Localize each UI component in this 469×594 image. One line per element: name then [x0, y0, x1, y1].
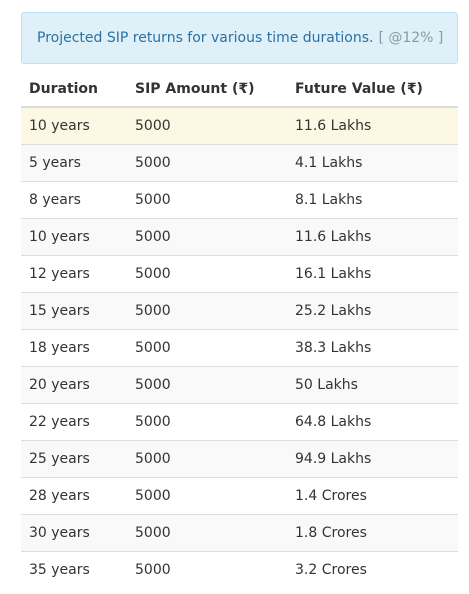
table-body: 10 years 5000 11.6 Lakhs 5 years 5000 4.1 Lak…: [21, 107, 458, 588]
header-duration: Duration: [21, 71, 127, 108]
cell-sip-amount: 5000: [127, 181, 287, 219]
cell-sip-amount: 5000: [127, 218, 287, 256]
cell-future-value: 25.2 Lakhs: [287, 292, 458, 330]
cell-duration: 30 years: [21, 514, 127, 552]
cell-future-value: 94.9 Lakhs: [287, 440, 458, 478]
cell-future-value: 11.6 Lakhs: [287, 218, 458, 256]
cell-sip-amount: 5000: [127, 329, 287, 367]
cell-duration: 22 years: [21, 403, 127, 441]
table-row: 20 years 5000 50 Lakhs: [21, 366, 458, 404]
table-row: 18 years 5000 38.3 Lakhs: [21, 329, 458, 367]
cell-duration: 12 years: [21, 255, 127, 293]
cell-duration: 20 years: [21, 366, 127, 404]
cell-future-value: 38.3 Lakhs: [287, 329, 458, 367]
cell-sip-amount: 5000: [127, 403, 287, 441]
cell-duration: 15 years: [21, 292, 127, 330]
cell-future-value: 3.2 Crores: [287, 551, 458, 588]
cell-sip-amount: 5000: [127, 514, 287, 552]
interest-rate-label: [ @12% ]: [378, 30, 444, 46]
table-header: Duration SIP Amount (₹) Future Value (₹): [21, 71, 458, 108]
table-row: 5 years 5000 4.1 Lakhs: [21, 144, 458, 182]
cell-future-value: 50 Lakhs: [287, 366, 458, 404]
cell-duration: 35 years: [21, 551, 127, 588]
cell-duration: 28 years: [21, 477, 127, 515]
cell-duration: 18 years: [21, 329, 127, 367]
cell-future-value: 1.8 Crores: [287, 514, 458, 552]
table-row: 12 years 5000 16.1 Lakhs: [21, 255, 458, 293]
cell-sip-amount: 5000: [127, 477, 287, 515]
table-row: 35 years 5000 3.2 Crores: [21, 551, 458, 588]
cell-sip-amount: 5000: [127, 440, 287, 478]
table-row: 28 years 5000 1.4 Crores: [21, 477, 458, 515]
notice-text: Projected SIP returns for various time d…: [37, 30, 374, 46]
cell-future-value: 16.1 Lakhs: [287, 255, 458, 293]
cell-sip-amount: 5000: [127, 255, 287, 293]
header-future-value: Future Value (₹): [287, 71, 458, 108]
cell-sip-amount: 5000: [127, 144, 287, 182]
sip-returns-panel: Projected SIP returns for various time d…: [21, 12, 458, 588]
table-row: 22 years 5000 64.8 Lakhs: [21, 403, 458, 441]
cell-sip-amount: 5000: [127, 551, 287, 588]
cell-duration: 10 years: [21, 218, 127, 256]
table-row: 15 years 5000 25.2 Lakhs: [21, 292, 458, 330]
cell-duration: 5 years: [21, 144, 127, 182]
header-row: Duration SIP Amount (₹) Future Value (₹): [21, 71, 458, 108]
cell-sip-amount: 5000: [127, 292, 287, 330]
table-row: 10 years 5000 11.6 Lakhs: [21, 107, 458, 145]
cell-duration: 10 years: [21, 107, 127, 145]
cell-future-value: 11.6 Lakhs: [287, 107, 458, 145]
cell-future-value: 64.8 Lakhs: [287, 403, 458, 441]
cell-sip-amount: 5000: [127, 366, 287, 404]
cell-duration: 8 years: [21, 181, 127, 219]
sip-info-notice: Projected SIP returns for various time d…: [21, 12, 458, 64]
cell-sip-amount: 5000: [127, 107, 287, 145]
table-row: 8 years 5000 8.1 Lakhs: [21, 181, 458, 219]
cell-future-value: 4.1 Lakhs: [287, 144, 458, 182]
cell-duration: 25 years: [21, 440, 127, 478]
cell-future-value: 1.4 Crores: [287, 477, 458, 515]
table-row: 10 years 5000 11.6 Lakhs: [21, 218, 458, 256]
table-row: 25 years 5000 94.9 Lakhs: [21, 440, 458, 478]
sip-returns-table: Duration SIP Amount (₹) Future Value (₹)…: [21, 71, 458, 588]
header-sip-amount: SIP Amount (₹): [127, 71, 287, 108]
cell-future-value: 8.1 Lakhs: [287, 181, 458, 219]
table-row: 30 years 5000 1.8 Crores: [21, 514, 458, 552]
